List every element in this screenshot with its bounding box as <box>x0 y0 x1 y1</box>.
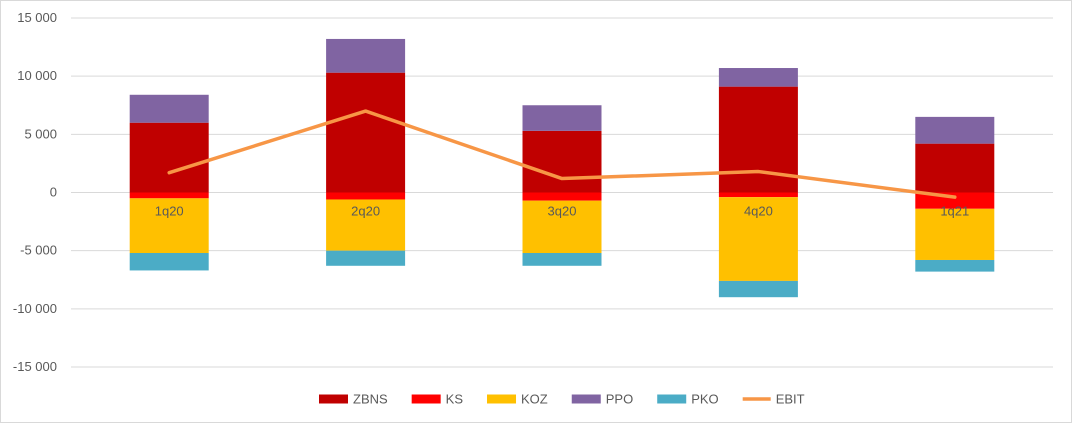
bar-pko-3q20 <box>522 252 602 266</box>
bars <box>129 38 995 298</box>
bar-ks-1q21 <box>915 192 995 209</box>
category-label: 2q20 <box>351 204 380 219</box>
legend-label: KS <box>446 392 464 407</box>
bar-ppo-3q20 <box>522 105 602 131</box>
bar-pko-2q20 <box>326 250 406 266</box>
legend-item-ks: KS <box>411 392 464 407</box>
y-tick-label: -10 000 <box>13 301 57 316</box>
category-label: 1q20 <box>155 204 184 219</box>
bar-ppo-1q20 <box>129 94 209 123</box>
category-label: 1q21 <box>940 204 969 219</box>
bar-koz-3q20 <box>522 200 602 253</box>
legend-label: EBIT <box>776 392 805 407</box>
legend-swatch <box>657 394 687 404</box>
bar-koz-1q20 <box>129 198 209 253</box>
bar-ppo-2q20 <box>326 38 406 73</box>
y-tick-label: 15 000 <box>17 10 57 25</box>
category-labels: 1q20 2q20 3q20 4q20 1q21 <box>155 204 970 219</box>
legend-swatch <box>319 394 348 404</box>
bar-ks-1q20 <box>129 192 209 199</box>
legend-swatch <box>487 394 517 404</box>
y-tick-label: 10 000 <box>17 68 57 83</box>
legend-swatch <box>411 394 441 404</box>
y-tick-label: -15 000 <box>13 359 57 374</box>
bar-zbns-1q21 <box>915 143 995 193</box>
legend-item-pko: PKO <box>657 392 719 407</box>
bar-ks-2q20 <box>326 192 406 200</box>
bar-ks-3q20 <box>522 192 602 201</box>
legend-label: KOZ <box>521 392 548 407</box>
bar-zbns-1q20 <box>129 122 209 193</box>
category-label: 4q20 <box>744 204 773 219</box>
legend-item-ebit: EBIT <box>742 392 805 407</box>
line-series <box>167 109 957 199</box>
bar-koz-4q20 <box>718 197 798 281</box>
bar-pko-1q21 <box>915 259 995 272</box>
legend: ZBNS KS KOZ PPO PKO EBIT <box>319 392 805 407</box>
legend-label: PPO <box>606 392 633 407</box>
bar-koz-2q20 <box>326 199 406 251</box>
legend-swatch <box>571 394 601 404</box>
legend-item-zbns: ZBNS <box>319 392 388 407</box>
bar-pko-4q20 <box>718 280 798 298</box>
legend-label: ZBNS <box>353 392 388 407</box>
legend-item-koz: KOZ <box>487 392 548 407</box>
y-axis: 15 000 10 000 5 000 0 -5 000 -10 000 -15 000 <box>13 10 57 374</box>
bar-pko-1q20 <box>129 252 209 271</box>
bar-zbns-2q20 <box>326 72 406 193</box>
y-tick-label: -5 000 <box>20 243 57 258</box>
bar-ppo-1q21 <box>915 116 995 144</box>
legend-label: PKO <box>691 392 718 407</box>
bar-koz-1q21 <box>915 208 995 260</box>
y-tick-label: 0 <box>50 185 57 200</box>
bar-ks-4q20 <box>718 192 798 198</box>
y-tick-label: 5 000 <box>24 126 57 141</box>
category-label: 3q20 <box>548 204 577 219</box>
bar-ppo-4q20 <box>718 68 798 87</box>
legend-item-ppo: PPO <box>571 392 633 407</box>
bar-zbns-3q20 <box>522 130 602 193</box>
